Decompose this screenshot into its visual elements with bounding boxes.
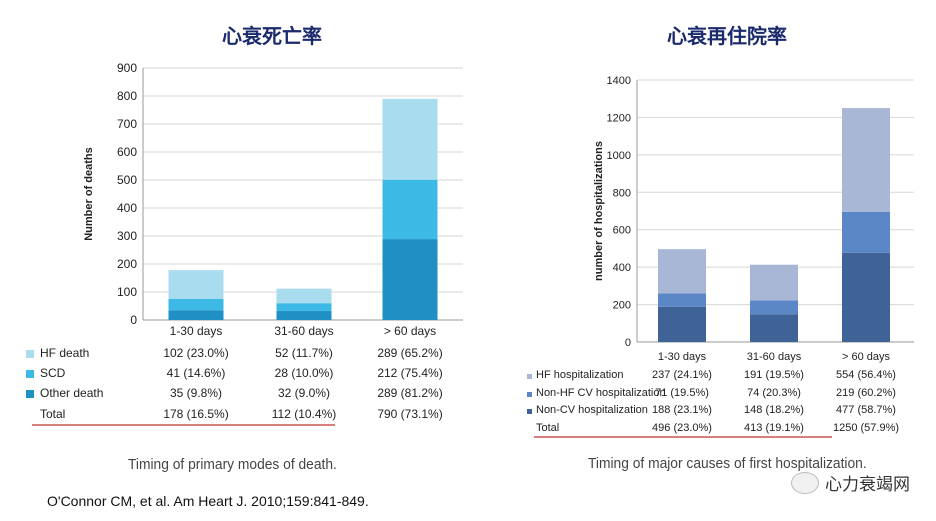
legend-label: Non-CV hospitalization xyxy=(536,404,648,416)
table-cell: 32 (9.0%) xyxy=(278,386,330,400)
legend-swatch xyxy=(26,370,34,378)
y-tick-label: 400 xyxy=(117,201,137,215)
bar-segment xyxy=(658,306,706,342)
y-tick-label: 1200 xyxy=(607,112,631,124)
legend-swatch xyxy=(527,409,532,414)
y-tick-label: 800 xyxy=(117,89,137,103)
legend-label: HF death xyxy=(40,346,89,360)
y-tick-label: 200 xyxy=(117,257,137,271)
y-axis-label: Number of deaths xyxy=(83,147,95,241)
bar-segment xyxy=(842,108,890,212)
y-tick-label: 0 xyxy=(130,313,137,327)
legend-label: SCD xyxy=(40,366,66,380)
legend-swatch xyxy=(527,374,532,379)
citation: O'Connor CM, et al. Am Heart J. 2010;159… xyxy=(47,493,369,509)
legend-label: Other death xyxy=(40,386,103,400)
bar-segment xyxy=(168,270,224,299)
table-cell: 191 (19.5%) xyxy=(744,369,804,381)
total-cell: 112 (10.4%) xyxy=(272,407,336,421)
bar-segment xyxy=(658,293,706,307)
table-cell: 35 (9.8%) xyxy=(170,386,222,400)
bar-segment xyxy=(168,310,224,320)
x-category-label: 31-60 days xyxy=(747,351,802,363)
watermark-text: 心力衰竭网 xyxy=(825,475,910,494)
bar-segment xyxy=(276,311,332,320)
bar-segment xyxy=(750,264,798,301)
table-cell: 477 (58.7%) xyxy=(836,404,896,416)
deaths-caption: Timing of primary modes of death. xyxy=(128,456,337,473)
hospitalizations-chart: 0 200 400 600 800 1000 1200 1400 number of hospi… xyxy=(527,75,914,438)
bar-segment xyxy=(842,211,890,253)
table-cell: 148 (18.2%) xyxy=(744,404,804,416)
bar-segment xyxy=(168,298,224,311)
wechat-logo-icon xyxy=(791,471,819,494)
y-tick-label: 700 xyxy=(117,117,137,131)
y-tick-label: 0 xyxy=(625,337,631,349)
y-tick-label: 100 xyxy=(117,285,137,299)
table-cell: 212 (75.4%) xyxy=(377,366,442,380)
total-label: Total xyxy=(536,422,559,434)
y-tick-label: 200 xyxy=(613,300,631,312)
y-tick-label: 600 xyxy=(117,145,137,159)
x-category-label: > 60 days xyxy=(384,324,436,338)
table-cell: 28 (10.0%) xyxy=(275,366,334,380)
y-tick-label: 1400 xyxy=(607,75,631,87)
bar-segment xyxy=(382,239,438,320)
y-tick-label: 500 xyxy=(117,173,137,187)
total-cell: 178 (16.5%) xyxy=(163,407,228,421)
table-cell: 188 (23.1%) xyxy=(652,404,712,416)
table-cell: 74 (20.3%) xyxy=(747,387,801,399)
table-cell: 554 (56.4%) xyxy=(836,369,896,381)
bar-segment xyxy=(750,300,798,315)
table-cell: 237 (24.1%) xyxy=(652,369,712,381)
hospitalizations-caption: Timing of major causes of first hospital… xyxy=(588,455,867,472)
right-chart-title: 心衰再住院率 xyxy=(667,24,787,48)
x-category-label: 31-60 days xyxy=(274,324,333,338)
y-axis-label: number of hospitalizations xyxy=(593,141,605,281)
y-tick-label: 600 xyxy=(613,225,631,237)
total-cell: 1250 (57.9%) xyxy=(833,422,899,434)
bar-segment xyxy=(276,303,332,312)
total-label: Total xyxy=(40,407,65,421)
y-tick-label: 1000 xyxy=(607,150,631,162)
bar-segment xyxy=(276,288,332,304)
y-tick-label: 800 xyxy=(613,187,631,199)
x-category-label: 1-30 days xyxy=(170,324,223,338)
bar-segment xyxy=(658,249,706,294)
bar-segment xyxy=(842,252,890,342)
bar-segment xyxy=(750,314,798,342)
legend-swatch xyxy=(527,392,532,397)
x-category-label: 1-30 days xyxy=(658,351,707,363)
table-cell: 102 (23.0%) xyxy=(163,346,228,360)
y-tick-label: 400 xyxy=(613,262,631,274)
table-cell: 289 (65.2%) xyxy=(377,346,442,360)
table-cell: 71 (19.5%) xyxy=(655,387,709,399)
left-chart-title: 心衰死亡率 xyxy=(222,24,322,48)
y-tick-label: 300 xyxy=(117,229,137,243)
table-cell: 219 (60.2%) xyxy=(836,387,896,399)
legend-label: HF hospitalization xyxy=(536,369,623,381)
table-cell: 52 (11.7%) xyxy=(275,346,333,360)
y-tick-label: 900 xyxy=(117,61,137,75)
watermark: 心力衰竭网 xyxy=(791,470,910,495)
legend-swatch xyxy=(26,350,34,358)
bar-segment xyxy=(382,98,438,180)
legend-swatch xyxy=(26,390,34,398)
legend-label: Non-HF CV hospitalization xyxy=(536,387,666,399)
table-cell: 289 (81.2%) xyxy=(377,386,442,400)
table-cell: 41 (14.6%) xyxy=(167,366,226,380)
bar-segment xyxy=(382,179,438,240)
x-category-label: > 60 days xyxy=(842,351,891,363)
deaths-chart: 0 100 200 300 400 500 600 700 800 900 Number of de… xyxy=(26,61,463,426)
total-cell: 413 (19.1%) xyxy=(744,422,804,434)
total-cell: 496 (23.0%) xyxy=(652,422,712,434)
total-cell: 790 (73.1%) xyxy=(377,407,442,421)
